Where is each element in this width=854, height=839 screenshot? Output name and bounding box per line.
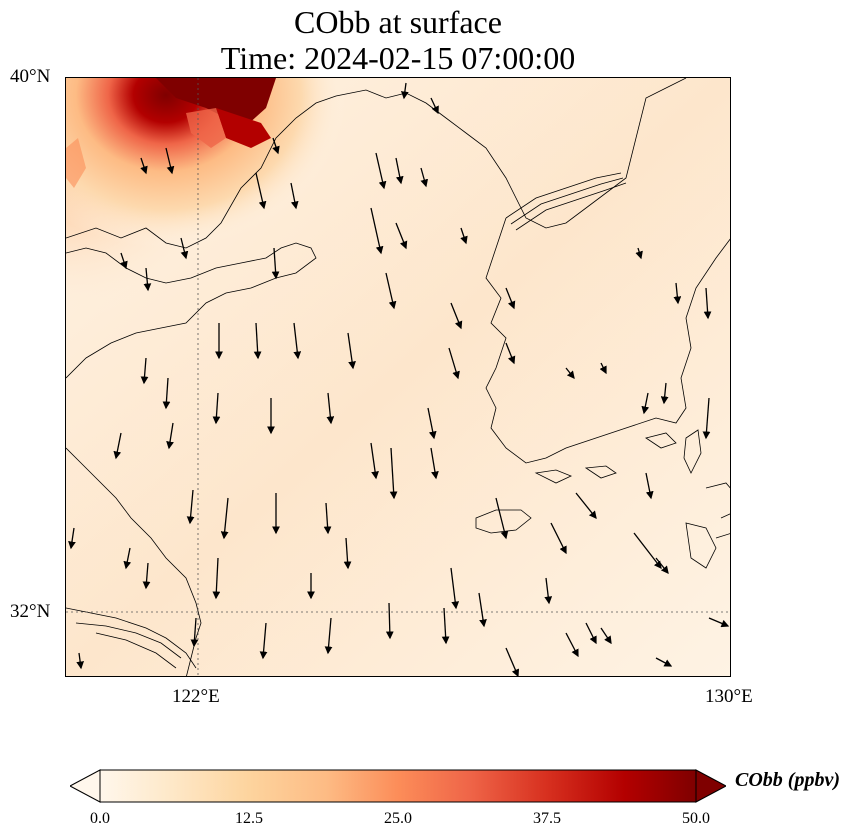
- wind-arrow: [633, 532, 662, 570]
- wind-arrow: [290, 182, 299, 210]
- wind-arrow: [370, 207, 384, 255]
- map-subtitle-time: Time: 2024-02-15 07:00:00: [220, 40, 576, 76]
- colorbar: [70, 769, 726, 803]
- wind-arrow: [212, 392, 221, 425]
- wind-arrow: [343, 537, 352, 570]
- wind-arrow: [272, 137, 280, 155]
- wind-arrow: [68, 527, 76, 550]
- colorbar-tick-37-5: 37.5: [533, 810, 561, 827]
- wind-arrow: [460, 227, 468, 245]
- wind-arrow: [478, 592, 487, 628]
- wind-arrow: [495, 497, 509, 540]
- wind-arrow: [375, 152, 387, 190]
- wind-arrow: [505, 342, 516, 365]
- wind-arrow: [142, 562, 151, 590]
- wind-arrow: [180, 237, 189, 260]
- wind-arrow: [326, 392, 335, 425]
- colorbar-gradient: [99, 769, 697, 803]
- wind-arrow: [635, 247, 643, 260]
- gridlines: [66, 78, 730, 676]
- wind-arrow: [395, 157, 404, 185]
- wind-arrow: [395, 222, 408, 250]
- wind-arrow: [389, 447, 398, 500]
- wind-arrow: [271, 247, 280, 280]
- wind-arrow: [162, 377, 171, 410]
- wind-arrow: [641, 392, 650, 415]
- wind-arrow: [165, 147, 175, 175]
- wind-arrow: [703, 287, 712, 320]
- wind-vectors: [68, 82, 730, 676]
- wind-arrow: [645, 472, 654, 500]
- wind-arrow: [140, 157, 148, 175]
- lat-tick-32n: 32°N: [10, 601, 51, 622]
- wind-arrow: [655, 557, 669, 575]
- lat-tick-40n: 40°N: [10, 66, 51, 87]
- wind-arrow: [220, 497, 229, 540]
- wind-arrow: [259, 622, 268, 660]
- wind-arrow: [76, 652, 85, 670]
- map-panel: [65, 77, 731, 677]
- colorbar-max-extend: [695, 769, 726, 803]
- wind-arrow: [347, 332, 356, 370]
- wind-arrow: [660, 382, 669, 405]
- wind-arrow: [544, 577, 553, 605]
- wind-arrow: [505, 287, 516, 310]
- wind-arrow: [293, 322, 302, 360]
- wind-arrow: [585, 622, 597, 645]
- colorbar-tick-25: 25.0: [384, 810, 412, 827]
- wind-arrow: [505, 647, 520, 676]
- colorbar-tick-50: 50.0: [682, 810, 710, 827]
- colorbar-label: CObb (ppbv): [735, 769, 840, 791]
- wind-arrow: [120, 252, 128, 270]
- colorbar-tick-12-5: 12.5: [235, 810, 263, 827]
- wind-arrow: [323, 502, 332, 535]
- wind-arrow: [370, 442, 379, 480]
- colorbar-tick-0: 0.0: [90, 810, 110, 827]
- wind-arrow: [599, 362, 607, 375]
- wind-arrow: [702, 397, 711, 440]
- wind-arrow: [253, 322, 262, 360]
- wind-arrow: [430, 447, 439, 480]
- wind-arrow: [123, 547, 132, 570]
- wind-arrow: [600, 627, 612, 645]
- wind-arrow: [113, 432, 122, 460]
- wind-arrow: [550, 522, 567, 555]
- lon-tick-122e: 122°E: [172, 686, 220, 707]
- wind-arrow: [400, 82, 409, 100]
- wind-arrow: [565, 632, 579, 658]
- coastlines: [66, 78, 730, 676]
- wind-arrow: [655, 657, 673, 667]
- wind-arrow: [190, 617, 199, 648]
- map-canvas: [66, 78, 730, 676]
- wind-arrow: [450, 302, 463, 330]
- lon-tick-130e: 130°E: [705, 686, 753, 707]
- wind-arrow: [430, 97, 439, 115]
- wind-arrow: [448, 347, 460, 380]
- wind-arrow: [324, 617, 333, 655]
- wind-arrow: [143, 267, 152, 292]
- colorbar-min-extend: [70, 769, 101, 803]
- wind-arrow: [427, 407, 437, 440]
- wind-arrow: [186, 489, 195, 525]
- wind-arrow: [441, 607, 450, 645]
- wind-arrow: [450, 567, 460, 610]
- wind-arrow: [708, 617, 730, 628]
- plume-core-cells: [66, 78, 276, 188]
- map-title: CObb at surface: [294, 4, 502, 40]
- wind-arrow: [420, 167, 429, 188]
- jeju-island: [475, 509, 532, 534]
- wind-arrow: [385, 272, 397, 310]
- wind-arrow: [212, 557, 221, 600]
- wind-arrow: [385, 602, 394, 640]
- wind-arrow: [166, 422, 174, 450]
- wind-arrow: [575, 492, 597, 520]
- wind-arrow: [673, 282, 682, 305]
- wind-arrow: [565, 367, 575, 380]
- wind-arrow: [255, 172, 267, 210]
- wind-arrow: [140, 357, 149, 385]
